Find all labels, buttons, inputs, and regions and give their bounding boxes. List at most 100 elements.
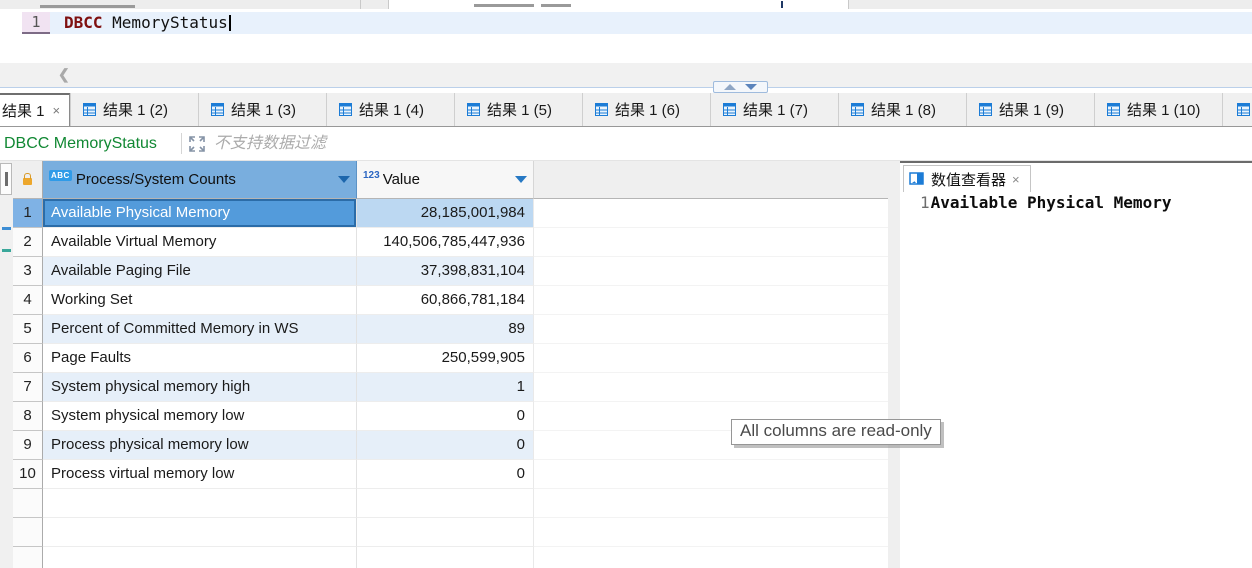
column-label: Process/System Counts (75, 171, 236, 188)
cell-name[interactable]: Available Paging File (43, 257, 357, 286)
table-row: 8 System physical memory low 0 (13, 402, 888, 431)
active-editor-tab-clipped[interactable] (388, 0, 849, 9)
row-number[interactable]: 10 (13, 460, 43, 489)
results-tab[interactable]: 结果 1 (8) (838, 93, 966, 126)
empty-row (13, 547, 888, 568)
row-number[interactable]: 8 (13, 402, 43, 431)
expand-filter-icon[interactable] (188, 135, 206, 153)
cell-name[interactable]: Process virtual memory low (43, 460, 357, 489)
row-filler (534, 547, 888, 568)
maximize-up-icon[interactable] (723, 84, 736, 90)
cell-value[interactable]: 60,866,781,184 (357, 286, 534, 315)
results-tab-label: 结果 1 (2) (103, 102, 169, 119)
clipped-toolbar-icon (2, 227, 11, 230)
row-filler (534, 460, 888, 489)
results-tab-label: 结果 1 (10) (1127, 102, 1201, 119)
cell-name[interactable]: Working Set (43, 286, 357, 315)
table-icon (1107, 103, 1120, 116)
cell-name[interactable]: Percent of Committed Memory in WS (43, 315, 357, 344)
close-icon[interactable]: × (1012, 171, 1020, 187)
row-number[interactable]: 5 (13, 315, 43, 344)
row-filler (534, 315, 888, 344)
cell-name[interactable]: System physical memory high (43, 373, 357, 402)
splitter-handle[interactable] (713, 81, 768, 93)
row-filler (534, 344, 888, 373)
table-row: 1 Available Physical Memory 28,185,001,9… (13, 199, 888, 228)
cell-value (357, 518, 534, 547)
results-tab-label: 结果 1 (3) (231, 102, 297, 119)
sql-editor[interactable]: 1 DBCC MemoryStatus (0, 9, 1252, 63)
results-tab[interactable]: 结果 1 (2) (70, 93, 198, 126)
readonly-tooltip: All columns are read-only (731, 419, 941, 445)
row-number[interactable]: 7 (13, 373, 43, 402)
row-number[interactable]: 6 (13, 344, 43, 373)
row-filler (534, 489, 888, 518)
cell-name (43, 489, 357, 518)
column-dropdown-icon[interactable] (338, 176, 350, 183)
row-number[interactable]: 4 (13, 286, 43, 315)
table-row: 9 Process physical memory low 0 (13, 431, 888, 460)
results-tab[interactable]: 结果 1 (5) (454, 93, 582, 126)
results-tab[interactable]: 结果 1 (3) (198, 93, 326, 126)
table-icon (467, 103, 480, 116)
collapse-chevron-icon[interactable]: ❮ (58, 66, 70, 82)
cell-name[interactable]: Available Physical Memory (43, 199, 357, 228)
table-row: 5 Percent of Committed Memory in WS 89 (13, 315, 888, 344)
cell-name (43, 547, 357, 568)
results-tabbar: 结果 1 × 结果 1 (2) 结果 1 (3) 结果 1 (4) 结果 1 (5) 结果 … (0, 93, 1252, 127)
results-tab[interactable]: 结果 1 (6) (582, 93, 710, 126)
cell-name[interactable]: System physical memory low (43, 402, 357, 431)
value-viewer-line-number: 1 (920, 193, 930, 212)
cell-value[interactable]: 0 (357, 460, 534, 489)
clipped-tab-text (474, 4, 534, 7)
editor-toolbar-collapsed: ❮ (0, 63, 1252, 87)
table-icon (1237, 103, 1250, 116)
restore-down-icon[interactable] (745, 84, 758, 90)
number-type-icon: 123 (363, 170, 380, 181)
table-icon (723, 103, 736, 116)
results-tab[interactable]: 结果 1 (7) (710, 93, 838, 126)
row-number[interactable]: 3 (13, 257, 43, 286)
cell-value[interactable]: 0 (357, 431, 534, 460)
table-icon (83, 103, 96, 116)
row-number[interactable]: 1 (13, 199, 43, 228)
cell-value[interactable]: 140,506,785,447,936 (357, 228, 534, 257)
results-tab[interactable]: 结果 1 (4) (326, 93, 454, 126)
column-label: Value (382, 171, 420, 188)
clipped-toolbar-button[interactable] (0, 163, 12, 195)
column-dropdown-icon[interactable] (515, 176, 527, 183)
cell-name[interactable]: Available Virtual Memory (43, 228, 357, 257)
value-viewer-content[interactable]: 1Available Physical Memory (920, 193, 1248, 213)
row-filler (534, 402, 888, 431)
tab-value-viewer[interactable]: 数值查看器 × (903, 165, 1031, 192)
editor-tabbar-clipped (0, 0, 1252, 9)
table-row: 4 Working Set 60,866,781,184 (13, 286, 888, 315)
clipped-tab-mark (781, 1, 783, 8)
row-number (13, 547, 43, 568)
cell-name[interactable]: Page Faults (43, 344, 357, 373)
cell-value[interactable]: 250,599,905 (357, 344, 534, 373)
sql-statement: MemoryStatus (102, 13, 228, 32)
cell-name (43, 518, 357, 547)
string-type-icon: ABC (49, 170, 72, 181)
results-tab[interactable] (1222, 93, 1252, 126)
cell-name[interactable]: Process physical memory low (43, 431, 357, 460)
grid-corner-cell[interactable] (13, 161, 43, 199)
table-icon (339, 103, 352, 116)
cell-value[interactable]: 28,185,001,984 (357, 199, 534, 228)
cell-value[interactable]: 0 (357, 402, 534, 431)
row-number[interactable]: 9 (13, 431, 43, 460)
cell-value[interactable]: 89 (357, 315, 534, 344)
column-header-value[interactable]: 123 Value (357, 161, 534, 199)
column-header-process-system-counts[interactable]: ABC Process/System Counts (43, 161, 357, 199)
value-viewer-text: Available Physical Memory (930, 193, 1172, 212)
close-icon[interactable]: × (52, 103, 61, 118)
cell-value[interactable]: 37,398,831,104 (357, 257, 534, 286)
cell-value[interactable]: 1 (357, 373, 534, 402)
results-tab[interactable]: 结果 1 (10) (1094, 93, 1222, 126)
row-number[interactable]: 2 (13, 228, 43, 257)
results-tab-active[interactable]: 结果 1 × (0, 93, 70, 126)
sql-code-line[interactable]: DBCC MemoryStatus (64, 12, 231, 34)
results-tab[interactable]: 结果 1 (9) (966, 93, 1094, 126)
